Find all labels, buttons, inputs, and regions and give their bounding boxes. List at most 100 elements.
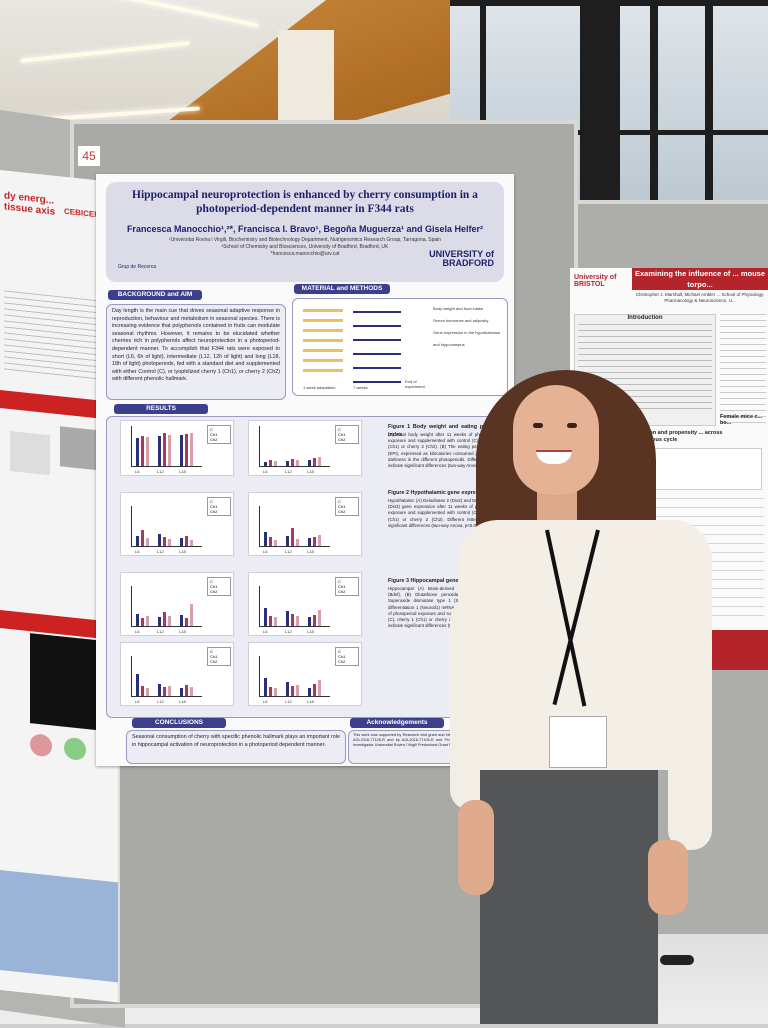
results-chart-panel: L6 L12 L18 C Ch1 Ch2 (120, 572, 234, 636)
chart-bar (274, 688, 277, 696)
chart-bar (168, 539, 171, 546)
chart-bar (190, 604, 193, 626)
chart-bar (185, 685, 188, 696)
person-jeans (480, 760, 658, 1024)
x-tick-label: L6 (135, 629, 140, 634)
results-chart-panel: L6 L12 L18 C Ch1 Ch2 (248, 420, 362, 476)
chart-bar (308, 688, 311, 696)
chart-bar (318, 535, 321, 546)
legend-entry: Ch2 (338, 437, 346, 442)
chart-bar (190, 433, 193, 466)
x-tick-label: L18 (179, 699, 186, 704)
chart-legend: C Ch1 Ch2 (335, 425, 359, 444)
bristol-logo: University of BRISTOL (574, 274, 617, 288)
chart-axes (259, 506, 330, 547)
chart-bar (291, 686, 294, 696)
right-poster-authors: Christopher J. Marshall, Michael Ambler … (635, 292, 765, 303)
chart-bar (136, 614, 139, 626)
chart-bar (136, 674, 139, 696)
chart-axes (131, 656, 202, 697)
label-end: End of experiment (405, 379, 425, 389)
methods-box: Body weight and food intake Serum hormon… (292, 298, 508, 396)
background-heading: BACKGROUND and AIM (108, 290, 202, 300)
left-poster-chart (10, 431, 50, 476)
chart-bar (274, 617, 277, 626)
left-poster-blue-box (0, 870, 118, 983)
right-poster-title: Examining the influence of ... mouse tor… (632, 268, 768, 290)
figure-1-text: (A) Final body weight after 11 weeks of … (388, 432, 498, 469)
chart-bar (141, 618, 144, 626)
methods-heading: MATERIAL and METHODS (294, 284, 390, 294)
chart-bar (308, 617, 311, 626)
poster-affiliations: ¹Universitat Rovira i Virgili, Biochemis… (112, 237, 498, 258)
legend-entry: Ch1 (338, 654, 346, 659)
chart-bar (269, 687, 272, 696)
chart-bar (269, 616, 272, 626)
label-weeks: 7 weeks (353, 385, 368, 390)
window-frame (450, 130, 768, 135)
window-frame (650, 0, 658, 220)
bradford-logo: UNIVERSITY of BRADFORD (429, 249, 494, 268)
chart-bar (146, 538, 149, 546)
chart-bar (269, 460, 272, 466)
results-charts: L6 L12 L18 C Ch1 Ch2 L6 L12 L18 C Ch1 Ch2 L6 L12 L18 C C… (120, 420, 362, 710)
window-frame (480, 0, 486, 220)
legend-entry: Ch2 (210, 509, 218, 514)
chart-bar (296, 539, 299, 546)
chart-bar (318, 457, 321, 466)
legend-entry: Ch1 (210, 584, 218, 589)
name-badge (549, 716, 607, 768)
chart-bar (136, 536, 139, 546)
legend-entry: C (210, 427, 213, 432)
label-serum: Serum hormones and adiposity (433, 318, 489, 323)
x-tick-label: L12 (157, 549, 164, 554)
window-frame (580, 0, 620, 220)
chart-bar (291, 614, 294, 626)
chart-axes (259, 426, 330, 467)
chart-bar (141, 686, 144, 696)
x-tick-label: L18 (307, 549, 314, 554)
chart-bar (168, 616, 171, 626)
x-tick-label: L12 (157, 699, 164, 704)
legend-entry: Ch1 (338, 432, 346, 437)
x-tick-label: L6 (263, 549, 268, 554)
poster-authors: Francesca Manocchio¹,²*, Francisca I. Br… (126, 224, 484, 234)
x-tick-label: L18 (307, 469, 314, 474)
chart-bar (158, 684, 161, 696)
x-tick-label: L6 (135, 469, 140, 474)
legend-entry: C (210, 579, 213, 584)
chart-bar (318, 680, 321, 696)
chart-bar (185, 618, 188, 626)
acknowledgements-heading: Acknowledgements (350, 718, 444, 728)
chart-axes (131, 506, 202, 547)
x-tick-label: L12 (157, 629, 164, 634)
chart-bar (296, 460, 299, 466)
conclusions-text: Seasonal consumption of cherry with spec… (132, 734, 340, 748)
results-heading: RESULTS (114, 404, 208, 414)
chart-bar (308, 538, 311, 546)
chart-bar (296, 685, 299, 696)
x-tick-label: L12 (285, 469, 292, 474)
x-tick-label: L18 (179, 629, 186, 634)
x-tick-label: L18 (179, 549, 186, 554)
chart-bar (291, 528, 294, 546)
chart-bar (190, 687, 193, 696)
poster-header (106, 182, 504, 282)
chart-bar (158, 617, 161, 626)
chart-bar (168, 686, 171, 696)
chart-axes (259, 586, 330, 627)
chart-bar (158, 534, 161, 546)
methods-labels: Body weight and food intake Serum hormon… (433, 303, 503, 351)
results-chart-panel: L6 L12 L18 C Ch1 Ch2 (248, 492, 362, 556)
chart-bar (264, 678, 267, 696)
results-chart-panel: L6 L12 L18 C Ch1 Ch2 (248, 642, 362, 706)
chart-legend: C Ch1 Ch2 (207, 577, 231, 596)
chart-bar (180, 538, 183, 546)
x-tick-label: L6 (263, 629, 268, 634)
label-gene-expression: Gene expression in the hypothalamus and … (433, 330, 501, 347)
chart-bar (190, 540, 193, 546)
results-chart-panel: L6 L12 L18 C Ch1 Ch2 (120, 420, 234, 476)
x-tick-label: L12 (157, 469, 164, 474)
results-chart-panel: L6 L12 L18 C Ch1 Ch2 (120, 642, 234, 706)
chart-bar (318, 610, 321, 626)
